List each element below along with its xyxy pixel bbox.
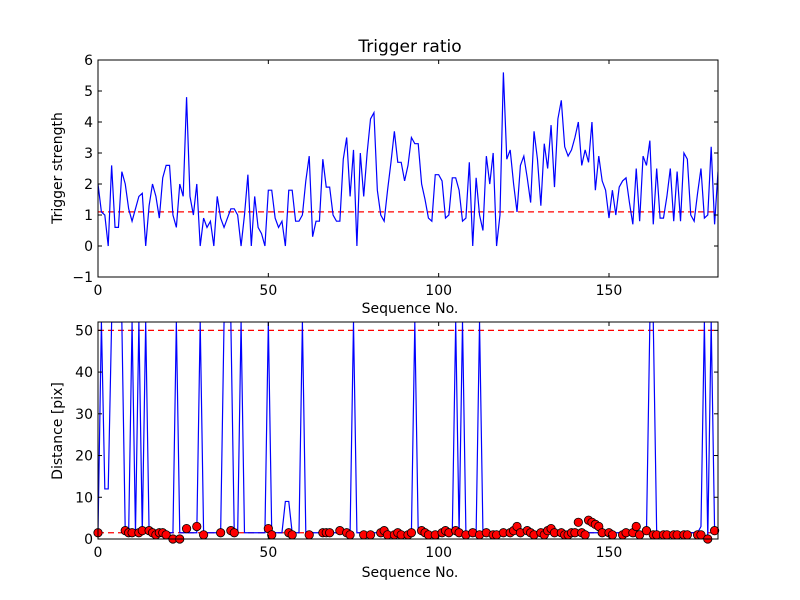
distance-marker	[682, 530, 692, 540]
distance-marker	[199, 530, 209, 540]
distance-marker	[365, 530, 376, 540]
y-tick-label: 40	[75, 365, 93, 381]
distance-marker	[573, 517, 583, 527]
top-plot-clip	[98, 72, 718, 247]
top-y-ticks: −1 0 1 2 3 4 5 6	[72, 53, 718, 286]
x-tick-label: 50	[259, 545, 277, 561]
distance-marker	[287, 530, 297, 540]
top-y-axis-label: Trigger strength	[50, 112, 66, 225]
x-tick-label: 100	[425, 283, 452, 299]
distance-marker	[580, 530, 590, 540]
y-tick-label: 0	[84, 239, 93, 255]
distance-marker	[229, 528, 239, 538]
distance-marker	[216, 528, 226, 538]
y-tick-label: 5	[84, 84, 93, 100]
x-tick-label: 50	[259, 283, 277, 299]
y-tick-label: 10	[75, 490, 93, 506]
y-tick-label: 2	[84, 177, 93, 193]
distance-marker	[406, 528, 417, 538]
top-x-axis-label: Sequence No.	[362, 301, 459, 317]
trigger-strength-line	[98, 72, 718, 247]
distance-marker	[192, 521, 202, 532]
distance-marker	[641, 526, 652, 536]
distance-marker	[631, 521, 641, 532]
y-tick-label: 50	[75, 323, 93, 339]
distance-marker	[709, 526, 720, 536]
bottom-x-axis-label: Sequence No.	[362, 565, 459, 581]
bottom-plot-area	[93, 322, 720, 544]
y-tick-label: 3	[84, 146, 93, 162]
x-tick-label: 0	[94, 283, 103, 299]
distance-chart: 0 50 100 150 0 10 20 30 40 50 Sequence No. Dista…	[50, 321, 720, 581]
x-tick-label: 150	[596, 283, 623, 299]
top-axes-frame	[97, 59, 719, 278]
y-tick-label: 20	[75, 449, 93, 465]
distance-marker	[181, 523, 192, 534]
bottom-x-ticks: 0 50 100 150	[94, 322, 623, 561]
y-tick-label: 1	[84, 208, 93, 224]
x-tick-label: 150	[596, 545, 623, 561]
bottom-axes-frame	[97, 321, 719, 540]
y-tick-label: −1	[72, 270, 93, 286]
top-x-ticks: 0 50 100 150	[94, 60, 623, 299]
y-tick-label: 30	[75, 407, 93, 423]
bottom-y-ticks: 0 10 20 30 40 50	[75, 323, 718, 548]
distance-marker	[304, 530, 314, 540]
y-tick-label: 6	[84, 53, 93, 69]
x-tick-label: 0	[94, 545, 103, 561]
y-tick-label: 4	[84, 115, 93, 131]
chart-title: Trigger ratio	[357, 37, 461, 57]
bottom-y-axis-label: Distance [pix]	[50, 382, 66, 480]
top-plot-area	[98, 72, 718, 247]
y-tick-label: 0	[84, 532, 93, 548]
x-tick-label: 100	[425, 545, 452, 561]
distance-marker	[345, 530, 355, 540]
distance-marker	[325, 528, 335, 538]
